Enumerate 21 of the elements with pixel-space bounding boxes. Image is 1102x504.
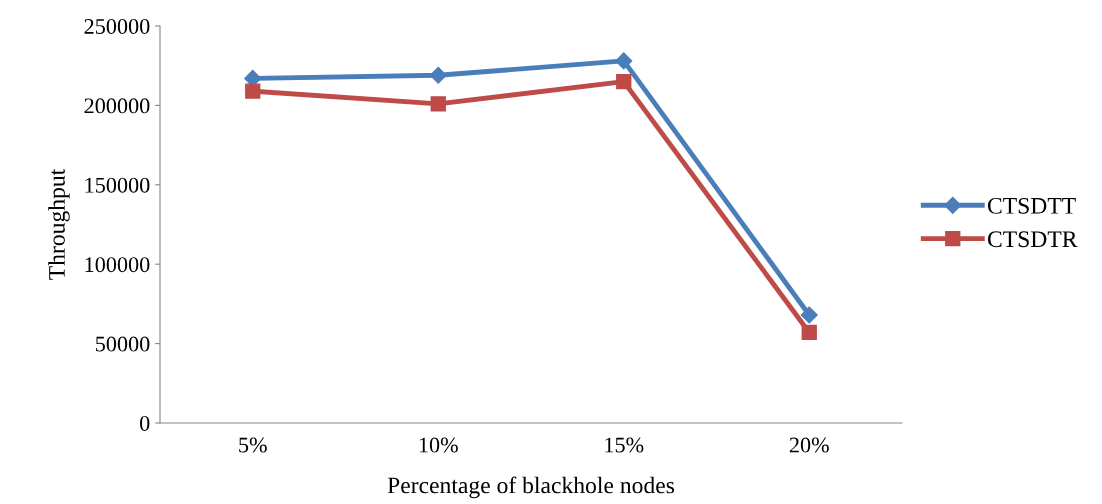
y-tick-label: 200000 xyxy=(84,98,150,114)
x-tick-label: 15% xyxy=(605,437,644,453)
point xyxy=(616,73,632,90)
point xyxy=(615,52,633,70)
point xyxy=(801,324,817,341)
x-tick-label: 5% xyxy=(239,437,267,453)
point xyxy=(429,66,447,84)
x-tick-label: 20% xyxy=(789,437,829,453)
y-tick-label: 50000 xyxy=(96,336,150,352)
legend-label: CTSDTT xyxy=(987,197,1076,214)
y-tick-label: 250000 xyxy=(84,18,150,34)
legend-label: CTSDTR xyxy=(987,231,1078,248)
y-tick-label: 0 xyxy=(140,415,150,431)
y-tick-label: 150000 xyxy=(85,177,150,193)
x-axis-title: Percentage of blackhole nodes xyxy=(387,476,675,499)
y-axis-title: Throughput xyxy=(48,168,70,280)
y-tick-label: 100000 xyxy=(85,257,150,273)
x-tick-label: 10% xyxy=(419,437,458,453)
point xyxy=(800,306,818,324)
point xyxy=(430,96,446,112)
point xyxy=(245,83,261,99)
